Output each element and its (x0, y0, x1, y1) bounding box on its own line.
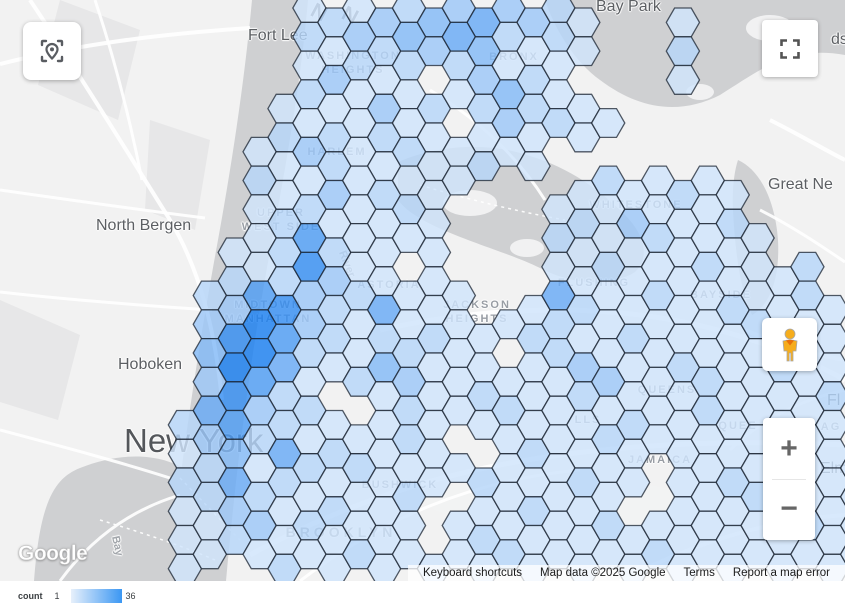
location-target-icon (40, 39, 64, 63)
hex-cell (516, 151, 551, 182)
hex-cell (192, 539, 228, 570)
google-logo[interactable]: Google (18, 542, 88, 566)
hex-overlay-layer (167, 0, 845, 581)
map-label: North Bergen (96, 217, 192, 234)
legend-max-value: 36 (125, 590, 136, 601)
hex-cell (839, 459, 845, 477)
zoom-control: + − (763, 418, 815, 540)
zoom-in-button[interactable]: + (780, 432, 798, 465)
fullscreen-button[interactable] (762, 20, 818, 77)
map-label: Great Ne (768, 176, 833, 193)
legend-title: count (18, 590, 43, 601)
hex-cell (839, 487, 845, 506)
pegman-button[interactable] (762, 318, 817, 371)
terms-link[interactable]: Terms (683, 567, 715, 579)
hex-cell (839, 516, 845, 535)
fullscreen-corners-icon (780, 38, 800, 59)
map-label: ds (831, 31, 845, 48)
keyboard-shortcuts-button[interactable]: Keyboard shortcuts (422, 567, 523, 579)
legend-min-value: 1 (54, 590, 60, 601)
pegman-icon (782, 328, 797, 361)
map-label: Fort Lee (248, 27, 308, 44)
hex-cell (665, 7, 701, 38)
hex-cell (839, 545, 845, 564)
hex-cell (590, 107, 626, 139)
hex-cell (441, 165, 477, 196)
zoom-out-button[interactable]: − (780, 492, 798, 525)
attribution-bar: Keyboard shortcuts Map data ©2025 Google… (407, 565, 845, 581)
locate-button[interactable] (23, 22, 81, 80)
hex-cell (665, 36, 701, 67)
map-label: Bay Park (596, 0, 661, 15)
map-data-copyright: Map data ©2025 Google (540, 567, 666, 579)
hex-cell (665, 64, 701, 95)
count-legend: count 1 36 (0, 581, 845, 610)
zoom-divider (772, 478, 806, 480)
report-map-error-link[interactable]: Report a map error (732, 567, 830, 579)
map-label: Hoboken (118, 356, 183, 373)
legend-gradient-bar (70, 588, 122, 603)
